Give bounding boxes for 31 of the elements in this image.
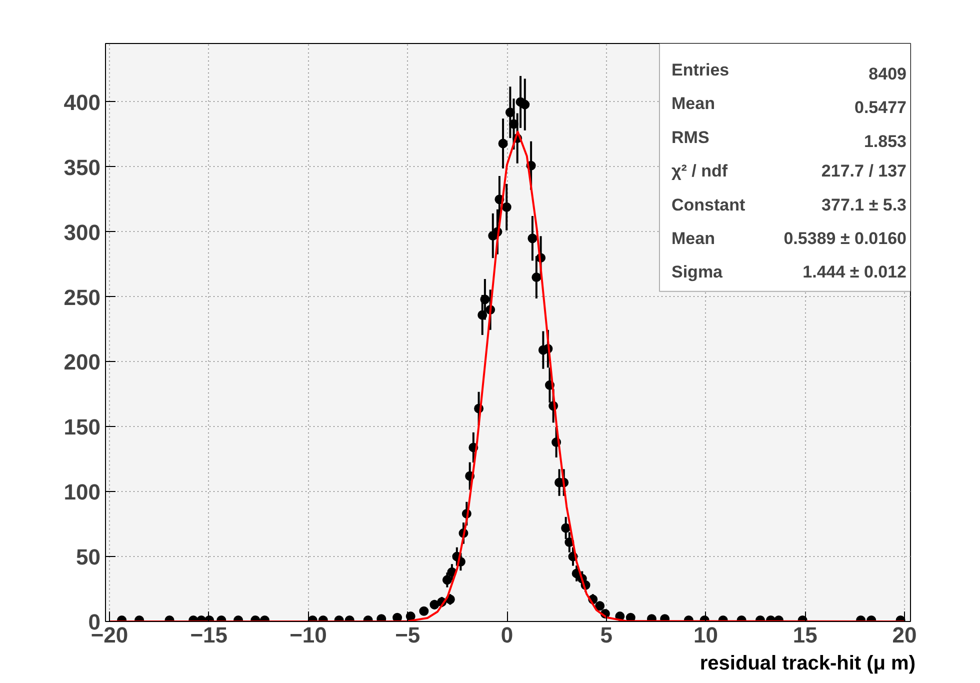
y-tick-label: 50 [76,544,101,570]
annotation: 8409 [868,64,907,84]
x-tick-label: 5 [600,622,613,648]
y-tick-label: 200 [64,350,101,375]
annotation: 0.5389 ± 0.0160 [784,229,907,248]
x-tick-label: −5 [395,622,420,648]
y-tick-label: 100 [64,480,101,505]
y-tick-label: 150 [64,414,101,440]
x-tick-label: 10 [694,622,718,648]
annotation: Mean [672,229,715,248]
x-tick-label: −15 [190,622,228,648]
annotation: 1.853 [864,132,907,151]
y-tick-label: 400 [64,90,101,115]
annotation: Constant [672,195,746,214]
annotation: χ² / ndf [672,162,728,181]
x-tick-label: −10 [290,622,327,648]
annotation: 1.444 ± 0.012 [802,262,906,282]
annotation: RMS [672,128,710,147]
annotation: Mean [672,94,715,114]
annotation: 377.1 ± 5.3 [822,195,907,214]
y-tick-label: 350 [64,154,101,180]
x-tick-label: 20 [892,622,917,648]
annotation: Entries [672,60,730,80]
annotation: Sigma [672,262,724,282]
y-tick-label: 300 [64,220,101,245]
annotation: 0.5477 [854,98,907,118]
x-tick-label: 15 [792,622,818,648]
x-tick-label: 0 [500,622,514,648]
y-tick-label: 250 [64,284,101,310]
annotation: 217.7 / 137 [821,162,907,181]
x-axis-title: residual track-hit (μ m) [700,652,916,674]
